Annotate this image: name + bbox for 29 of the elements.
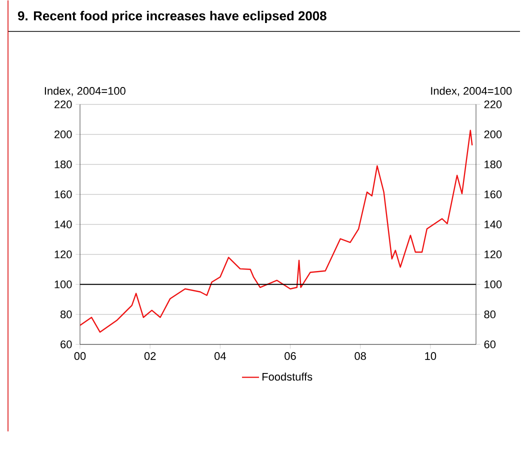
y2-tick-label: 100 xyxy=(484,280,502,288)
legend-label: Foodstuffs xyxy=(262,372,312,380)
y2-tick-label: 80 xyxy=(484,310,496,318)
y-axis-title: Index, 2004=100 xyxy=(44,86,126,96)
y2-tick-label: 220 xyxy=(484,100,502,108)
x-tick-label: 04 xyxy=(214,352,226,360)
x-tick-label: 10 xyxy=(425,352,436,360)
y2-tick-label: 160 xyxy=(484,190,502,198)
y2-tick-label: 120 xyxy=(484,250,502,258)
y-tick-label: 120 xyxy=(54,250,72,258)
y2-tick-label: 200 xyxy=(484,130,502,138)
y2-tick-label: 180 xyxy=(484,160,502,168)
y2-tick-label: 60 xyxy=(484,340,496,348)
y-tick-label: 140 xyxy=(54,220,72,228)
y-tick-label: 180 xyxy=(54,160,72,168)
x-tick-label: 00 xyxy=(74,352,86,360)
y-tick-label: 60 xyxy=(60,340,72,348)
y-tick-label: 200 xyxy=(54,130,72,138)
y2-tick-label: 140 xyxy=(484,220,502,228)
y2-axis-title: Index, 2004=100 xyxy=(431,86,512,96)
y-tick-label: 220 xyxy=(54,100,72,108)
y-tick-label: 80 xyxy=(60,310,72,318)
line-series xyxy=(80,130,473,333)
x-tick-label: 02 xyxy=(144,352,156,360)
x-tick-label: 08 xyxy=(354,352,366,360)
x-tick-label: 06 xyxy=(284,352,296,360)
chart-title: 9. Recent food price increases have eclipsed 2008 xyxy=(18,10,326,23)
y-tick-label: 160 xyxy=(54,190,72,198)
y-tick-label: 100 xyxy=(54,280,72,288)
